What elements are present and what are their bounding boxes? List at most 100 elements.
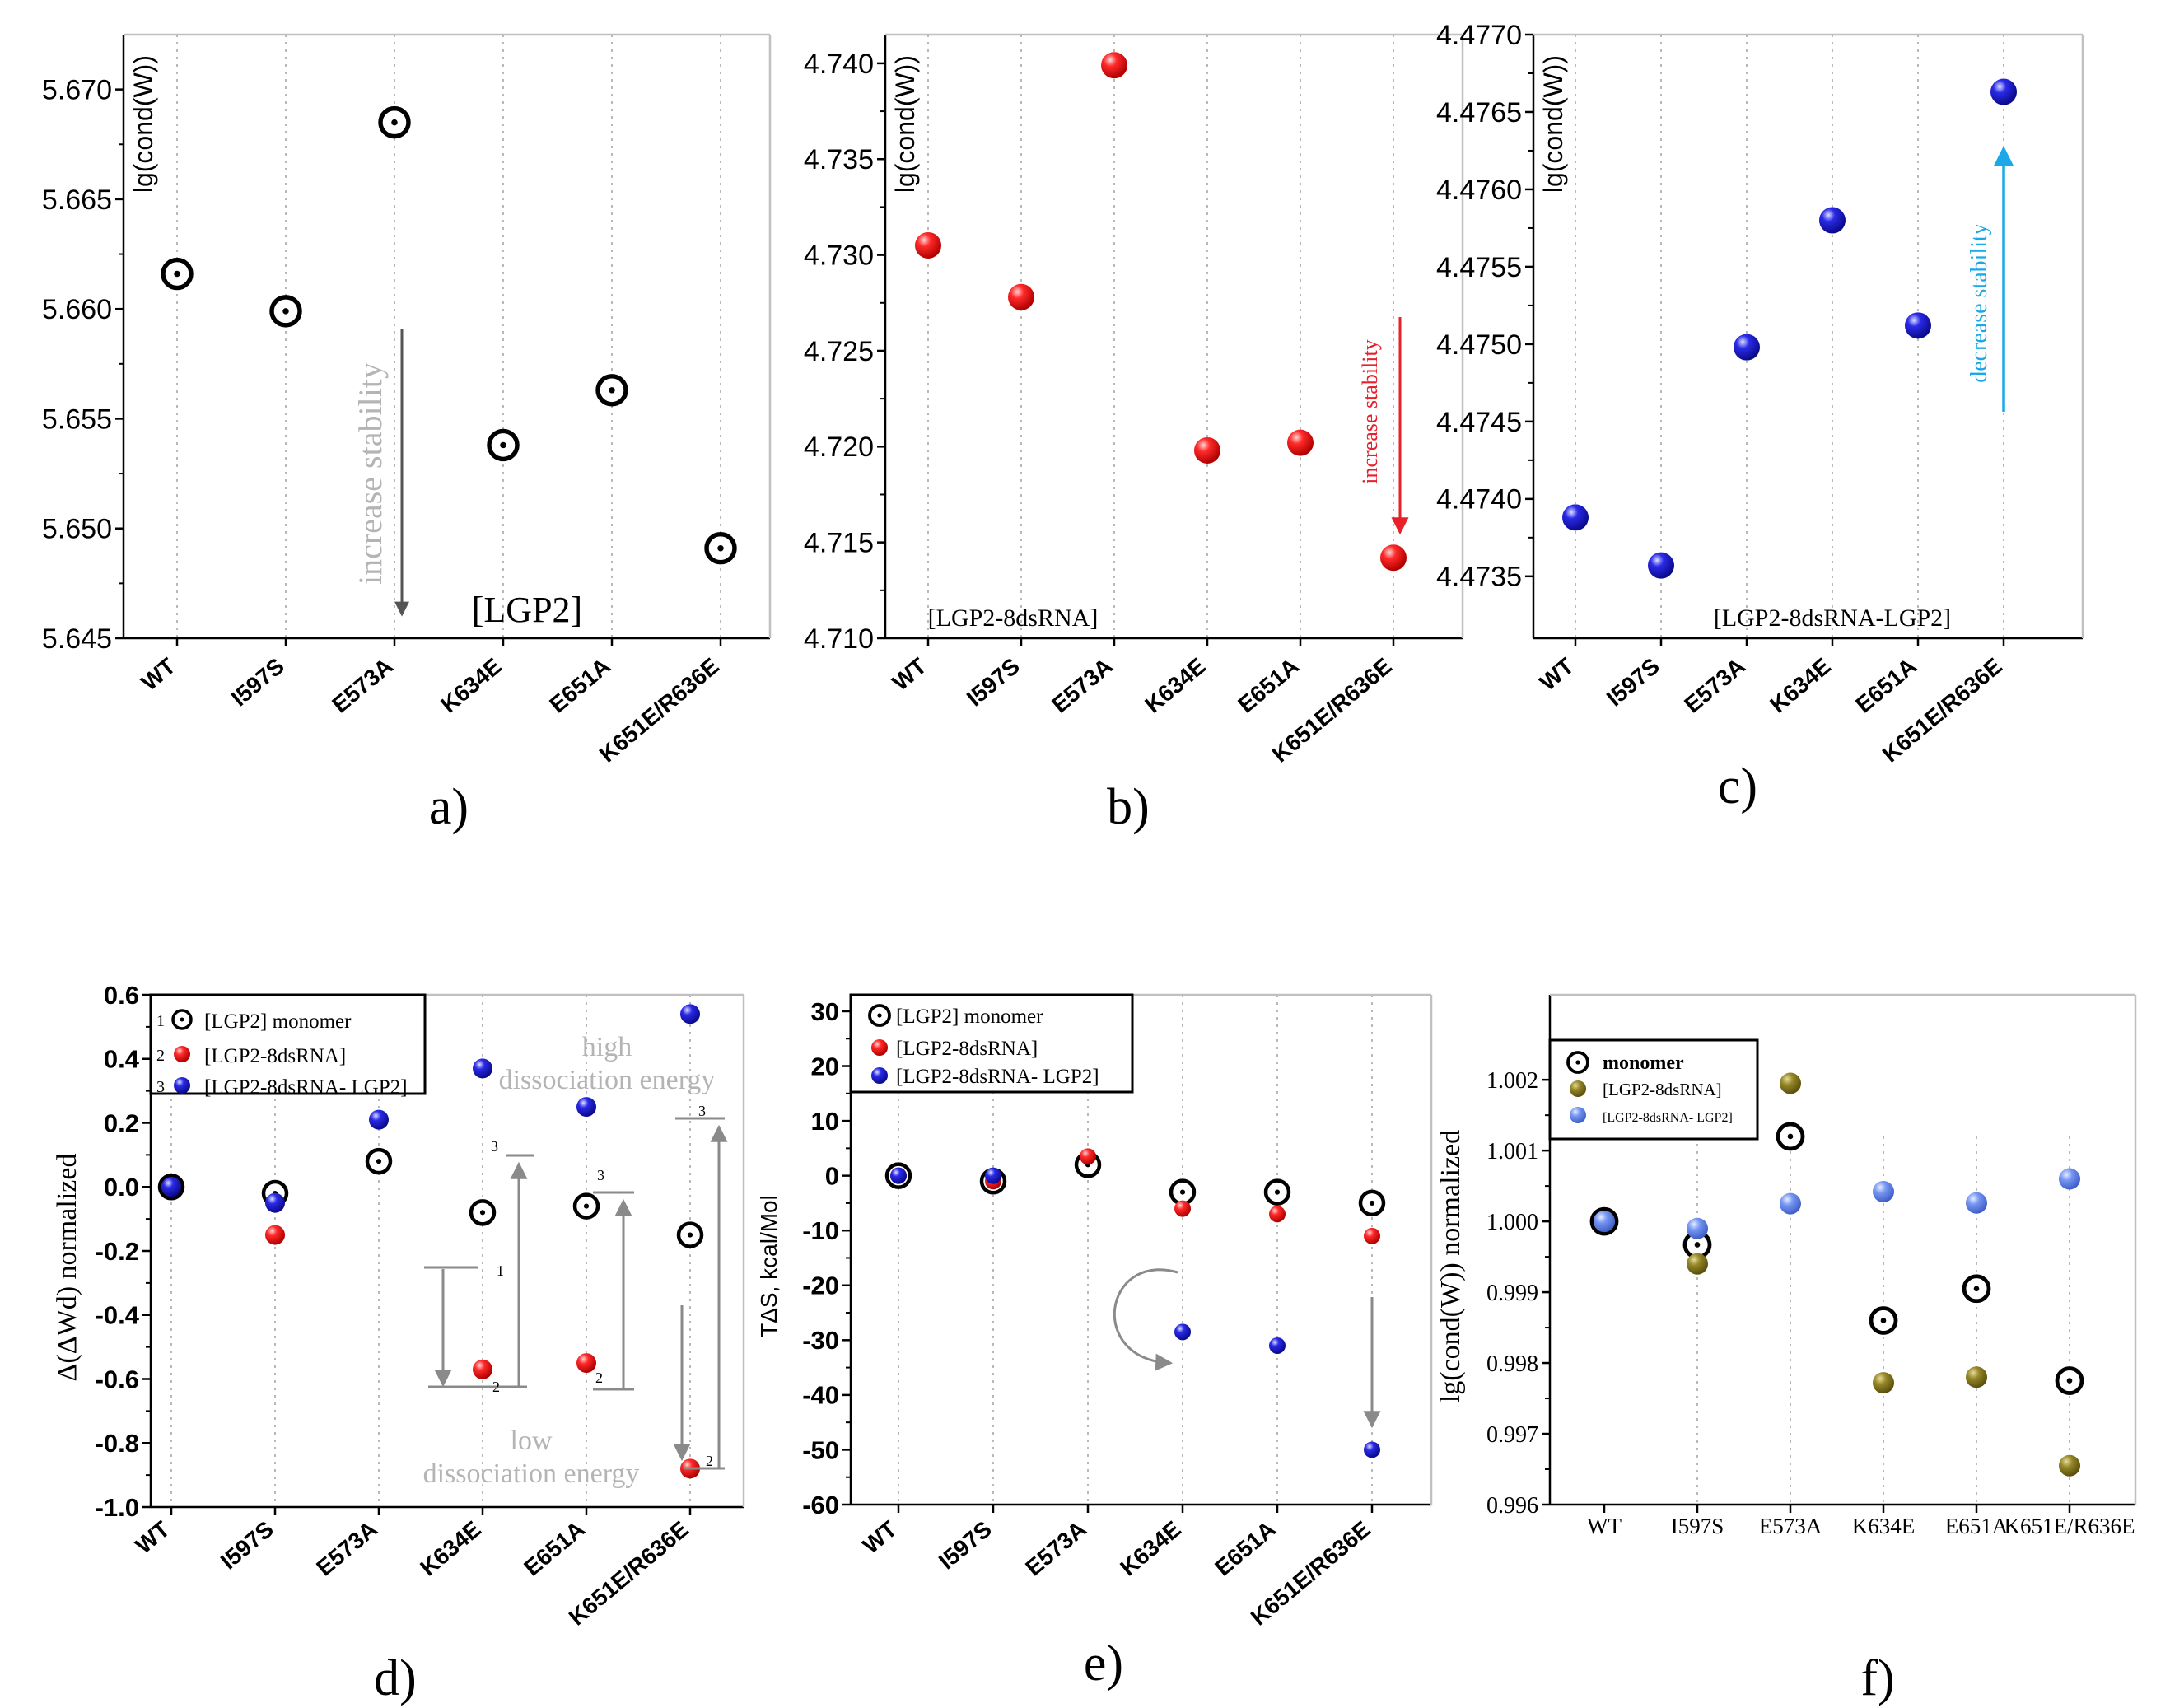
data-point [1287, 429, 1314, 456]
y-tick-label: 4.4735 [1436, 562, 1522, 593]
legend-marker-dot [877, 1013, 882, 1018]
panel-label: b) [1107, 779, 1150, 835]
data-point [1562, 504, 1589, 531]
panel-label: c) [1718, 758, 1757, 814]
annotation-text: increase stability [352, 362, 389, 585]
data-point-dot [1880, 1318, 1887, 1323]
y-tick-label: -60 [802, 1491, 839, 1519]
y-tick-label: 4.715 [804, 528, 874, 559]
y-tick-label: 4.4740 [1436, 484, 1522, 516]
y-tick-label: -20 [802, 1272, 839, 1300]
x-tick-label: I597S [1671, 1514, 1724, 1538]
legend-label: monomer [1603, 1052, 1684, 1074]
data-point-dot [1787, 1133, 1794, 1140]
legend-label: [LGP2-8dsRNA] [1603, 1080, 1722, 1099]
legend-number: 1 [156, 1012, 165, 1030]
y-tick-label: -30 [802, 1326, 839, 1355]
x-tick-label: WT [1535, 653, 1579, 696]
y-tick-label: -0.6 [96, 1365, 139, 1393]
point-number: 3 [597, 1167, 604, 1183]
data-point-dot [376, 1159, 382, 1164]
data-point [890, 1167, 907, 1184]
data-point [1687, 1217, 1708, 1239]
y-tick-label: 0.0 [104, 1173, 139, 1202]
data-point [1819, 207, 1846, 234]
data-point [1080, 1148, 1096, 1165]
x-tick-label: I597S [962, 653, 1024, 712]
y-tick-label: 4.4750 [1436, 329, 1522, 361]
data-point [1780, 1192, 1801, 1215]
data-point-dot [1179, 1189, 1186, 1195]
panel-f: 0.996 0.997 0.998 0.999 1.000 1.001 1.002 WT I59… [1435, 993, 2137, 1706]
y-tick-label: 10 [811, 1107, 839, 1136]
y-tick-label: 4.735 [804, 144, 874, 175]
annotation-text: increase stability [1358, 339, 1382, 483]
y-tick-label: 5.650 [42, 514, 112, 545]
y-tick-label: 0.998 [1486, 1351, 1538, 1377]
y-tick-label: 0.4 [104, 1045, 140, 1074]
data-point-dot [1973, 1286, 1980, 1292]
x-tick-label: K634E [1115, 1516, 1186, 1581]
y-tick-label: 4.4755 [1436, 252, 1522, 283]
y-tick-label: -0.2 [96, 1237, 139, 1266]
data-point [1966, 1366, 1987, 1388]
data-point [1174, 1200, 1191, 1217]
data-point [265, 1192, 285, 1213]
y-tick-label: 5.665 [42, 184, 112, 216]
legend-marker [1570, 1080, 1586, 1097]
data-point-dot [717, 544, 724, 552]
data-point [1780, 1072, 1801, 1094]
y-tick-label: 4.4765 [1436, 97, 1522, 128]
y-tick-label: 5.645 [42, 623, 112, 655]
legend-label: [LGP2] monomer [204, 1010, 352, 1033]
y-tick-label: 0.2 [104, 1108, 139, 1137]
data-point [1269, 1337, 1286, 1354]
x-tick-label: WT [888, 653, 931, 696]
data-point [1873, 1181, 1894, 1203]
x-tick-label: K634E [1852, 1514, 1916, 1538]
guide-arrow [1113, 1268, 1178, 1371]
data-point [576, 1353, 596, 1374]
data-point [2059, 1454, 2080, 1477]
legend-marker [174, 1077, 190, 1094]
data-point [2059, 1168, 2080, 1190]
y-tick-label: -0.4 [96, 1301, 140, 1330]
y-tick-label: 0.997 [1486, 1422, 1538, 1448]
x-tick-label: K651E/R636E [2004, 1514, 2135, 1538]
y-tick-label: -1.0 [96, 1493, 139, 1522]
data-point [369, 1109, 389, 1130]
legend-number: 2 [156, 1047, 165, 1065]
data-point-dot [1694, 1242, 1701, 1248]
y-tick-label: 4.4760 [1436, 175, 1522, 206]
data-point [1364, 1441, 1380, 1458]
data-point-dot [282, 308, 289, 315]
annotation-text: dissociation energy [499, 1065, 716, 1095]
legend-marker [1570, 1107, 1586, 1123]
x-tick-label: K634E [1140, 653, 1211, 718]
data-point [1380, 544, 1407, 572]
point-number: 3 [491, 1138, 498, 1155]
y-tick-label: -10 [802, 1216, 839, 1245]
legend-number: 3 [156, 1078, 165, 1096]
y-tick-label: -40 [802, 1381, 839, 1410]
y-tick-label: 1.002 [1486, 1068, 1538, 1094]
x-tick-label: E651A [519, 1516, 590, 1581]
x-tick-label: E651A [1210, 1516, 1281, 1581]
panel-tag: [LGP2] [472, 590, 582, 630]
data-point [1966, 1192, 1987, 1214]
y-tick-label: 4.4745 [1436, 407, 1522, 438]
legend-label: [LGP2-8dsRNA] [896, 1038, 1038, 1060]
data-point-dot [1274, 1189, 1281, 1195]
data-point [265, 1225, 285, 1245]
y-tick-label: 4.740 [804, 49, 874, 80]
x-tick-label: K634E [415, 1516, 486, 1581]
point-number: 2 [706, 1453, 713, 1469]
x-tick-label: E651A [1233, 653, 1304, 718]
data-point [680, 1004, 700, 1024]
panel-c: 4.4735 4.4740 4.4745 4.4750 4.4755 4.4760 4.47… [1436, 20, 2084, 814]
y-tick-label: 0.996 [1486, 1493, 1538, 1519]
panel-d: -1.0 -0.8 -0.6 -0.4 -0.2 0.0 0.2 0.4 0.6 WT I597S E… [52, 981, 745, 1706]
data-point [1594, 1211, 1615, 1233]
data-point [915, 231, 941, 259]
legend-marker [174, 1046, 190, 1062]
